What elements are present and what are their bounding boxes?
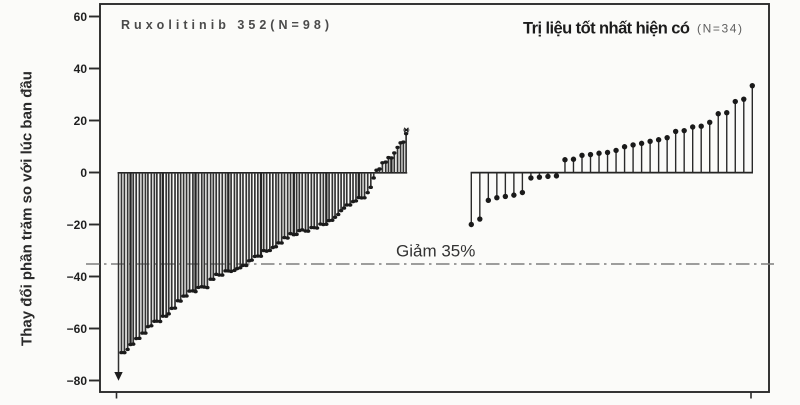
svg-text:Trị liệu tốt nhất hiện có: Trị liệu tốt nhất hiện có xyxy=(523,20,690,38)
svg-text:Thay đổi phần trăm so với lúc: Thay đổi phần trăm so với lúc ban đầu xyxy=(19,71,36,346)
svg-text:−20: −20 xyxy=(67,218,88,232)
svg-text:Ruxolitinib 352(N=98): Ruxolitinib 352(N=98) xyxy=(121,18,332,32)
svg-text:0: 0 xyxy=(80,166,87,180)
svg-text:−80: −80 xyxy=(67,374,88,388)
svg-text:Giảm 35%: Giảm 35% xyxy=(396,242,475,261)
svg-text:20: 20 xyxy=(74,114,88,128)
svg-text:60: 60 xyxy=(74,10,88,24)
svg-text:(N=34): (N=34) xyxy=(697,22,742,36)
svg-text:−60: −60 xyxy=(67,322,88,336)
svg-text:40: 40 xyxy=(74,62,88,76)
svg-text:−40: −40 xyxy=(67,270,88,284)
